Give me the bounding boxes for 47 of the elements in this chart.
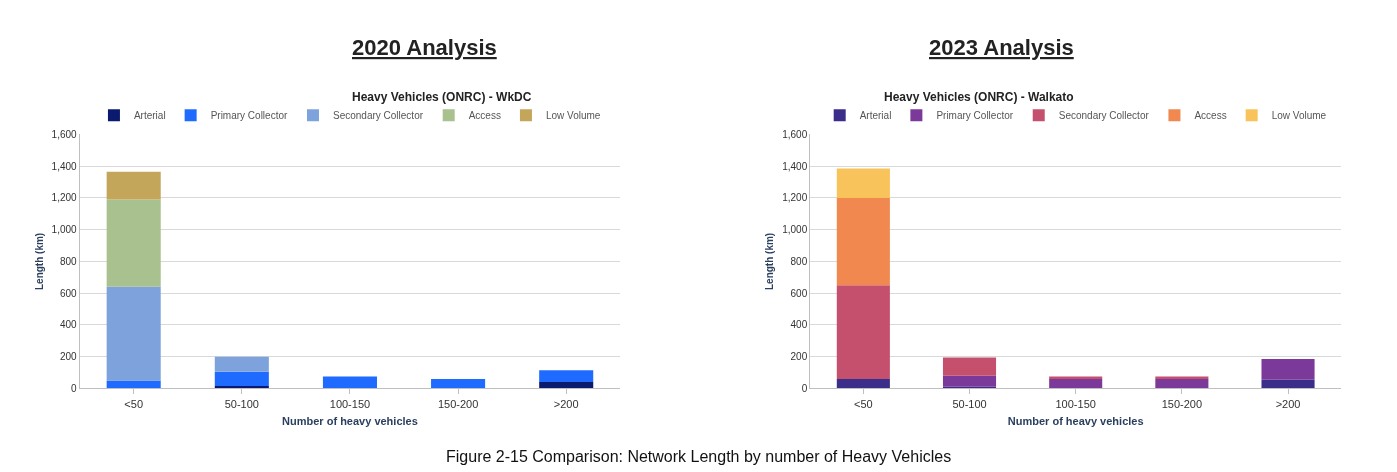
x-axis-title: Number of heavy vehicles [282,414,418,427]
x-tick-label: 100-150 [1055,397,1096,410]
y-tick-label: 400 [790,319,808,331]
y-tick-label: 1,600 [782,128,808,140]
y-tick-label: 400 [59,319,78,331]
y-tick-label: 1,200 [782,192,808,204]
y-tick-label: 0 [71,382,78,394]
chart-title: 2020 Analysis [352,35,497,60]
y-tick-label: 1,000 [51,224,78,236]
x-tick-label: 50-100 [224,397,259,410]
legend-label: Secondary Collector [1058,110,1150,122]
legend-label: Access [468,110,501,122]
x-tick-label: >200 [553,397,579,410]
y-tick-label: 1,000 [782,224,808,236]
y-tick-label: 1,400 [51,160,78,172]
x-tick-label: <50 [854,397,873,410]
x-tick-label: 50-100 [952,397,987,410]
y-tick-label: 1,400 [782,160,808,172]
y-tick-label: 600 [790,287,808,299]
chart-subtitle: Heavy Vehicles (ONRC) - Walkato [884,90,1074,104]
y-axis-title: Length (km) [33,232,45,291]
y-tick-label: 200 [59,351,78,363]
chart-subtitle: Heavy Vehicles (ONRC) - WkDC [352,90,532,104]
y-tick-label: 1,600 [51,128,78,140]
x-tick-label: <50 [124,397,144,410]
x-tick-label: 150-200 [1161,397,1203,410]
x-axis-title: Number of heavy vehicles [1007,414,1144,427]
x-tick-label: 100-150 [329,397,371,410]
y-tick-label: 1,200 [51,192,78,204]
legend-label: Low Volume [1271,110,1327,122]
caption: Figure 2-15 Comparison: Network Length by number of Heavy Vehicles [446,448,952,465]
chart-title: 2023 Analysis [929,35,1074,60]
y-tick-label: 0 [801,382,808,394]
y-tick-label: 800 [59,255,78,267]
legend-label: Access [1194,110,1227,122]
y-tick-label: 600 [59,287,78,299]
x-tick-label: 150-200 [437,397,479,410]
y-tick-label: 800 [790,255,808,267]
legend-label: Arterial [859,110,892,122]
y-tick-label: 200 [790,351,808,363]
legend-label: Secondary Collector [332,110,424,122]
x-tick-label: >200 [1275,397,1301,410]
legend-label: Arterial [133,110,166,122]
legend-label: Primary Collector [936,110,1014,122]
legend-label: Low Volume [545,110,601,122]
legend-label: Primary Collector [210,110,288,122]
y-axis-title: Length (km) [764,232,776,291]
